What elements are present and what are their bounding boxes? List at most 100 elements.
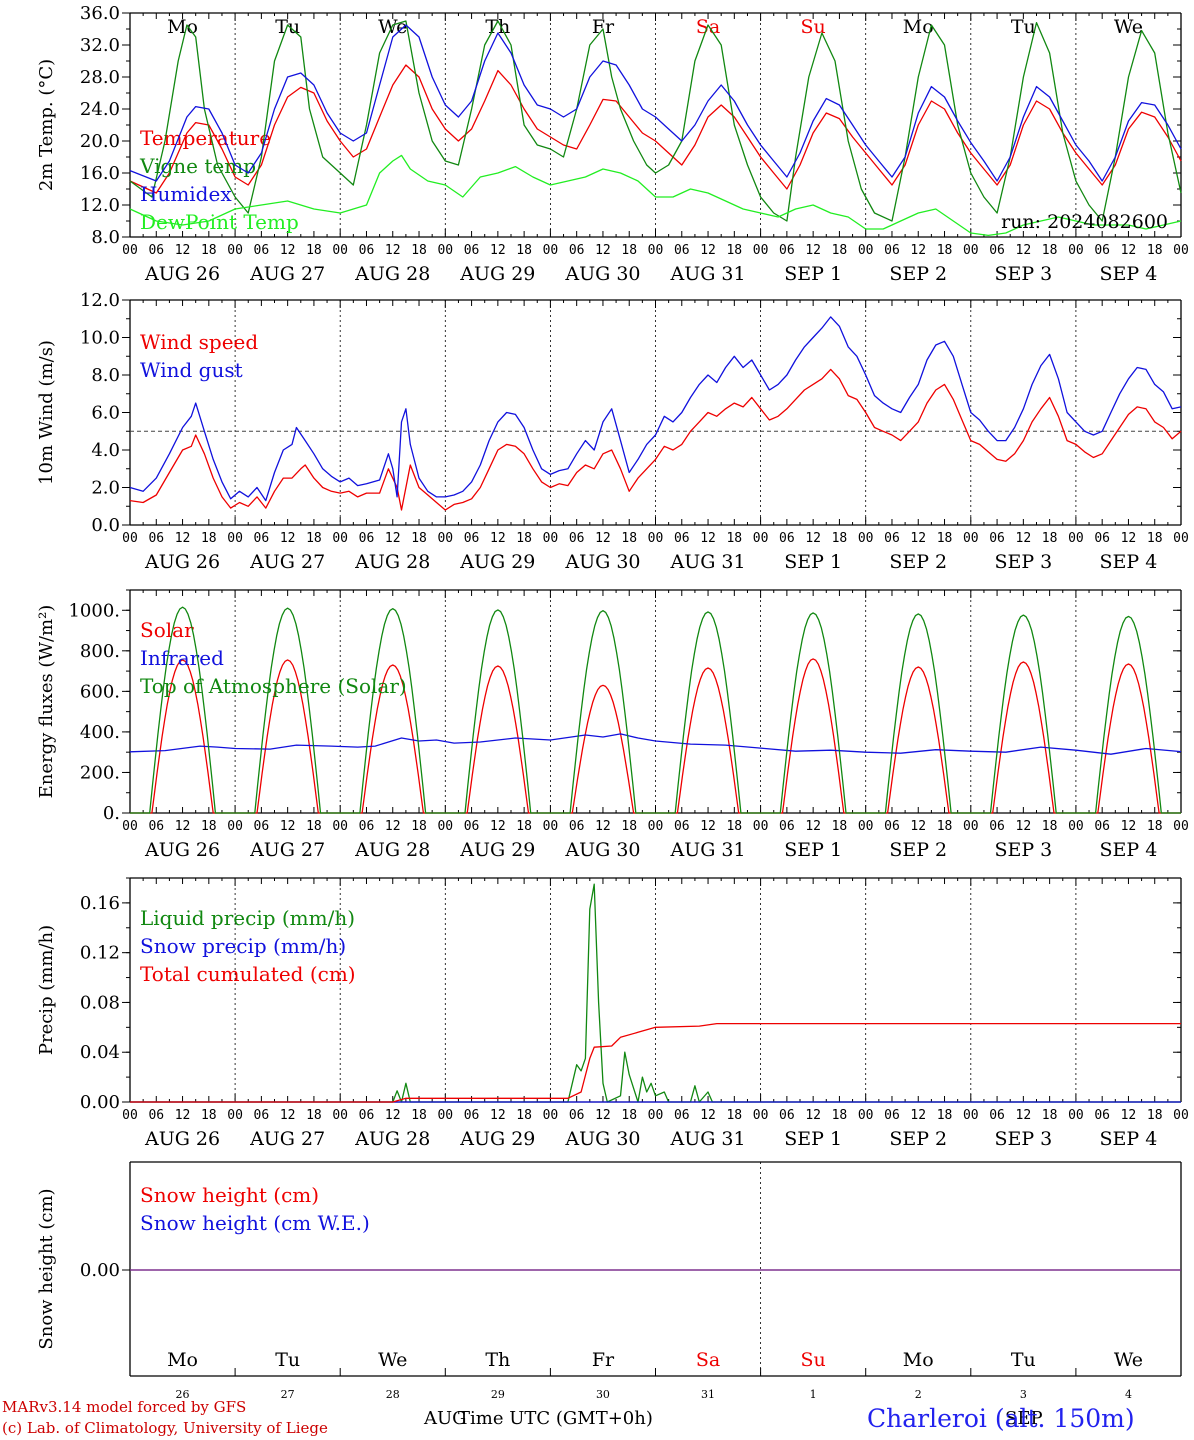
x-axis-label: Time UTC (GMT+0h) bbox=[458, 1408, 653, 1429]
hour-tick-label: 00 bbox=[122, 819, 138, 834]
date-label: SEP 2 bbox=[889, 1128, 947, 1150]
hour-tick-label: 18 bbox=[411, 531, 427, 546]
date-label: AUG 29 bbox=[459, 551, 535, 573]
weekday-label: We bbox=[378, 16, 407, 38]
hour-tick-label: 00 bbox=[1068, 1108, 1084, 1123]
y-tick-label: 24.0 bbox=[80, 99, 120, 120]
date-label: AUG 28 bbox=[354, 551, 430, 573]
date-label: SEP 3 bbox=[994, 263, 1052, 285]
date-label: AUG 27 bbox=[249, 263, 325, 285]
hour-tick-label: 00 bbox=[963, 1108, 979, 1123]
y-tick-label: 6.0 bbox=[91, 403, 120, 424]
hour-tick-label: 00 bbox=[1068, 243, 1084, 258]
y-tick-label: 12.0 bbox=[80, 290, 120, 311]
hour-tick-label: 18 bbox=[516, 243, 532, 258]
date-label: SEP 2 bbox=[889, 551, 947, 573]
panel-3: 00 06 12 18 AUG 26 00 06 12 18 AUG 27 00 06 12 18 AUG … bbox=[36, 589, 1189, 861]
hour-tick-label: 12 bbox=[1016, 243, 1032, 258]
hour-tick-label: 06 bbox=[359, 243, 375, 258]
hour-tick-label: 06 bbox=[779, 531, 795, 546]
hour-tick-label: 00 bbox=[753, 1108, 769, 1123]
hour-tick-label: 18 bbox=[411, 1108, 427, 1123]
hour-tick-label: 18 bbox=[201, 1108, 217, 1123]
footer-month-left: AUG bbox=[423, 1408, 467, 1429]
date-label: SEP 1 bbox=[784, 839, 842, 861]
series-line-wind-gust bbox=[129, 316, 1182, 502]
series-line-vigne-temp bbox=[129, 20, 1182, 222]
hour-tick-label: 00 bbox=[858, 243, 874, 258]
hour-tick-label: 06 bbox=[989, 819, 1005, 834]
hour-tick-label: 06 bbox=[989, 1108, 1005, 1123]
hour-tick-label: 00 bbox=[963, 531, 979, 546]
hour-tick-label: 00 bbox=[753, 243, 769, 258]
weekday-label: We bbox=[1114, 1349, 1143, 1371]
day-number-label: 3 bbox=[1020, 1388, 1027, 1401]
hour-tick-label: 00 bbox=[1173, 819, 1189, 834]
hour-tick-label: 00 bbox=[858, 819, 874, 834]
panel-4: 00 06 12 18 AUG 26 00 06 12 18 AUG 27 00 06 12 18 AUG … bbox=[36, 877, 1189, 1150]
hour-tick-label: 18 bbox=[726, 819, 742, 834]
y-axis-label: Precip (mm/h) bbox=[36, 925, 57, 1055]
hour-tick-label: 18 bbox=[516, 819, 532, 834]
hour-tick-label: 18 bbox=[201, 531, 217, 546]
hour-tick-label: 00 bbox=[122, 531, 138, 546]
hour-tick-label: 00 bbox=[858, 1108, 874, 1123]
series-line-top-of-atmosphere-solar- bbox=[130, 606, 1181, 814]
hour-tick-label: 06 bbox=[989, 531, 1005, 546]
y-tick-label: 20.0 bbox=[80, 131, 120, 152]
hour-tick-label: 00 bbox=[332, 1108, 348, 1123]
hour-tick-label: 06 bbox=[254, 1108, 270, 1123]
hour-tick-label: 06 bbox=[884, 1108, 900, 1123]
hour-tick-label: 00 bbox=[543, 1108, 559, 1123]
hour-tick-label: 06 bbox=[674, 1108, 690, 1123]
date-label: AUG 27 bbox=[249, 1128, 325, 1150]
y-tick-label: 1000. bbox=[68, 600, 120, 621]
date-label: AUG 26 bbox=[144, 839, 220, 861]
weekday-label: Fr bbox=[592, 1349, 615, 1371]
hour-tick-label: 12 bbox=[280, 819, 296, 834]
weekday-label: Th bbox=[485, 1349, 510, 1371]
date-label: AUG 26 bbox=[144, 551, 220, 573]
hour-tick-label: 18 bbox=[726, 243, 742, 258]
day-number-label: 31 bbox=[701, 1388, 715, 1401]
legend-entry: Snow height (cm) bbox=[140, 1183, 319, 1207]
y-axis-label: 2m Temp. (°C) bbox=[36, 59, 57, 191]
meteogram-panels: 00 06 12 18 AUG 26 00 06 12 18 AUG 27 00 06 12 18 AUG … bbox=[36, 3, 1189, 1401]
y-tick-label: 200. bbox=[80, 762, 120, 783]
hour-tick-label: 00 bbox=[227, 531, 243, 546]
hour-tick-label: 06 bbox=[569, 819, 585, 834]
y-tick-label: 400. bbox=[80, 722, 120, 743]
hour-tick-label: 00 bbox=[858, 531, 874, 546]
hour-tick-label: 06 bbox=[674, 819, 690, 834]
date-label: AUG 31 bbox=[669, 263, 745, 285]
day-number-label: 30 bbox=[596, 1388, 610, 1401]
hour-tick-label: 06 bbox=[569, 1108, 585, 1123]
legend-entry: Total cumulated (cm) bbox=[140, 962, 356, 986]
y-tick-label: 28.0 bbox=[80, 67, 120, 88]
hour-tick-label: 00 bbox=[648, 243, 664, 258]
hour-tick-label: 12 bbox=[385, 819, 401, 834]
hour-tick-label: 06 bbox=[1094, 819, 1110, 834]
hour-tick-label: 12 bbox=[805, 531, 821, 546]
hour-tick-label: 18 bbox=[1042, 531, 1058, 546]
day-number-label: 27 bbox=[281, 1388, 295, 1401]
weekday-label: Th bbox=[485, 16, 510, 38]
date-label: SEP 3 bbox=[994, 551, 1052, 573]
date-label: AUG 28 bbox=[354, 263, 430, 285]
hour-tick-label: 00 bbox=[437, 819, 453, 834]
y-tick-label: 2.0 bbox=[91, 478, 120, 499]
hour-tick-label: 06 bbox=[254, 531, 270, 546]
hour-tick-label: 06 bbox=[359, 1108, 375, 1123]
hour-tick-label: 12 bbox=[490, 819, 506, 834]
hour-tick-label: 06 bbox=[148, 531, 164, 546]
weekday-label: Fr bbox=[592, 16, 615, 38]
date-label: AUG 29 bbox=[459, 839, 535, 861]
footer-month-right: SEP bbox=[1005, 1408, 1043, 1429]
hour-tick-label: 18 bbox=[516, 531, 532, 546]
y-tick-label: 8.0 bbox=[91, 227, 120, 248]
hour-tick-label: 00 bbox=[543, 243, 559, 258]
date-label: AUG 26 bbox=[144, 263, 220, 285]
hour-tick-label: 12 bbox=[1016, 531, 1032, 546]
hour-tick-label: 12 bbox=[595, 1108, 611, 1123]
